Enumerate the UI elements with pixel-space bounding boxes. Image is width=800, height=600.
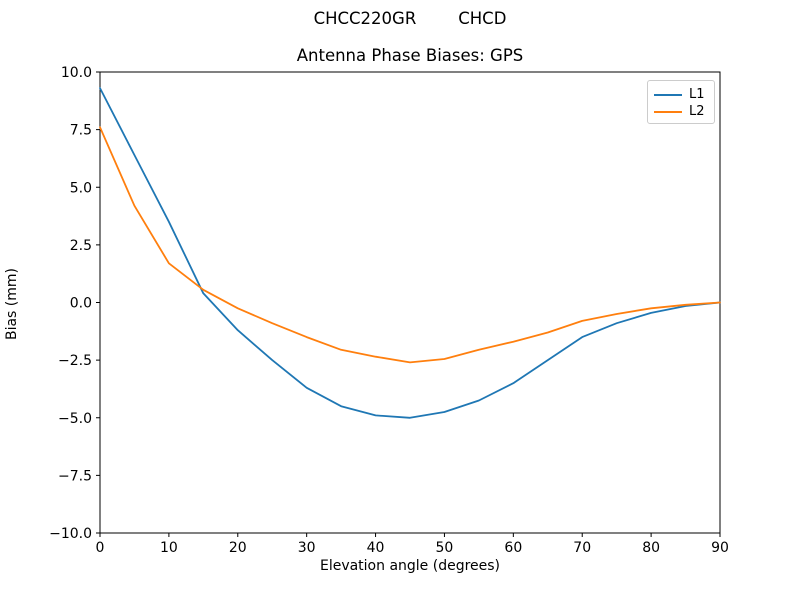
x-tick-label: 90 xyxy=(711,540,729,556)
x-tick-label: 20 xyxy=(229,540,247,556)
y-tick-label: 7.5 xyxy=(70,123,92,139)
x-tick-label: 50 xyxy=(436,540,454,556)
y-axis-label: Bias (mm) xyxy=(4,267,20,341)
x-tick-label: 80 xyxy=(642,540,660,556)
y-tick-label: −10.0 xyxy=(49,526,92,542)
x-tick-label: 60 xyxy=(504,540,522,556)
x-tick-label: 30 xyxy=(298,540,316,556)
x-axis-label: Elevation angle (degrees) xyxy=(319,558,501,574)
legend-label-l2: L2 xyxy=(689,104,705,119)
l1-line-swatch xyxy=(654,93,682,96)
y-tick-label: 10.0 xyxy=(61,65,92,81)
figure-suptitle: CHCC220GR CHCD xyxy=(313,9,507,28)
y-tick-label: −2.5 xyxy=(58,353,92,369)
y-tick-label: −7.5 xyxy=(58,468,92,484)
legend-label-l1: L1 xyxy=(689,87,705,102)
legend-item-l2: L2 xyxy=(654,103,714,120)
series-l1-line xyxy=(99,87,721,419)
x-tick-label: 40 xyxy=(367,540,385,556)
y-tick-label: −5.0 xyxy=(58,411,92,427)
y-tick-label: 2.5 xyxy=(70,238,92,254)
legend: L1 L2 xyxy=(647,80,715,124)
series-l2-line xyxy=(99,126,721,364)
chart-title: Antenna Phase Biases: GPS xyxy=(296,46,524,65)
legend-item-l1: L1 xyxy=(654,86,714,103)
x-tick-label: 0 xyxy=(96,540,105,556)
x-tick-label: 70 xyxy=(573,540,591,556)
l2-line-swatch xyxy=(654,110,682,113)
axes-frame xyxy=(99,71,721,534)
y-tick-label: 5.0 xyxy=(70,180,92,196)
y-tick-label: 0.0 xyxy=(70,296,92,312)
x-tick-label: 10 xyxy=(160,540,178,556)
